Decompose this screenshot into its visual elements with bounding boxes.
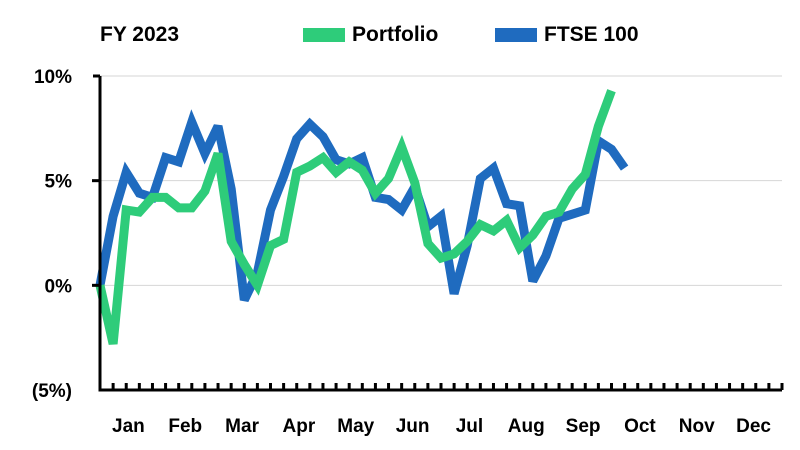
x-tick-labels: Jan Feb Mar Apr May Jun Jul Aug Sep Oct Nov Dec (112, 416, 771, 437)
x-tick-label: Apr (283, 416, 316, 437)
y-tick-label: 10% (34, 67, 72, 88)
x-tick-label: Sep (566, 416, 601, 437)
y-tick-label: 5% (45, 172, 73, 193)
x-tick-label: Jan (112, 416, 145, 437)
series-lines (95, 89, 629, 345)
x-tick-label: Feb (168, 416, 202, 437)
series-line-portfolio (95, 89, 616, 345)
legend-label-ftse: FTSE 100 (544, 23, 639, 46)
gridlines (100, 75, 782, 286)
x-tick-label: Aug (508, 416, 545, 437)
chart-title: FY 2023 (100, 23, 179, 46)
y-tick-label: (5%) (32, 381, 72, 402)
y-tick-labels: 10% 5% 0% (5%) (32, 67, 72, 402)
x-tick-label: Oct (624, 416, 656, 437)
x-tick-label: May (337, 416, 374, 437)
y-tick-label: 0% (45, 276, 73, 297)
legend-label-portfolio: Portfolio (352, 23, 438, 46)
legend-swatch-portfolio (303, 28, 345, 42)
series-line-ftse-100 (95, 109, 629, 302)
x-tick-label: Nov (679, 416, 715, 437)
x-tick-label: Jun (396, 416, 430, 437)
legend-swatch-ftse (495, 28, 537, 42)
x-tick-label: Jul (456, 416, 483, 437)
x-tick-label: Dec (736, 416, 771, 437)
x-tick-label: Mar (225, 416, 259, 437)
axes (92, 74, 784, 392)
legend: Portfolio FTSE 100 (303, 23, 639, 46)
